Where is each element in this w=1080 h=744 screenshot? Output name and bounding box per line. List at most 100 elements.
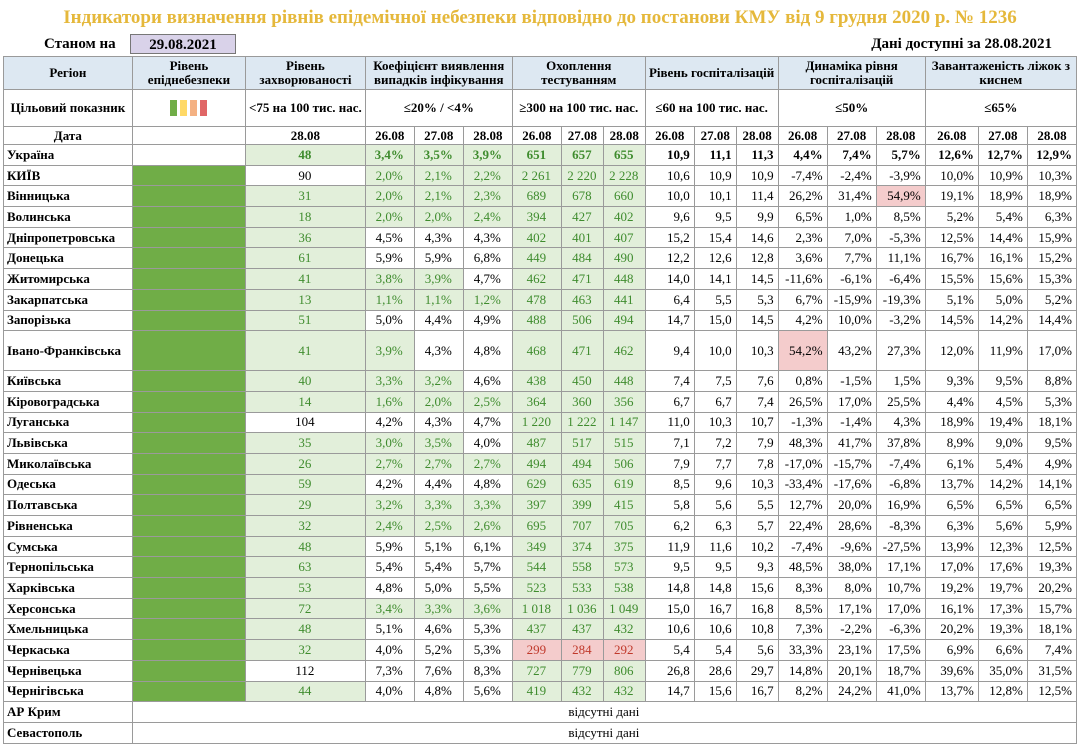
table-cell: 41 [245,268,366,290]
table-cell: 14,8 [644,577,695,599]
table-cell: 4,6% [462,370,513,392]
table-cell: 4,3% [875,411,926,434]
table-cell: 11,9 [644,535,695,558]
table-cell: 12,8% [977,680,1028,703]
level-cell [131,452,247,475]
table-cell: 15,0 [693,309,737,332]
table-cell: 515 [602,432,646,454]
table-cell: -27,5% [875,535,926,558]
table-cell: 5,2% [1026,288,1078,311]
table-cell: 35 [245,432,366,454]
table-cell: 5,4 [644,639,695,661]
level-cell [131,556,247,579]
table-cell: 4,0% [364,680,415,703]
table-cell: 13,9% [924,535,979,558]
table-cell: 25,5% [875,390,926,413]
table-cell: 494 [511,452,562,475]
table-cell: 8,2% [777,680,828,703]
date-cell: 28.08 [1026,126,1078,145]
table-cell: 544 [511,556,562,579]
table-cell: 538 [602,577,646,599]
table-cell: 7,4% [1026,639,1078,661]
table-row: Кіровоградська 14 1,6% 2,0% 2,5% 364 360 356 6,7… [3,390,1078,413]
table-cell: 779 [560,659,604,682]
table-cell: 3,8% [364,268,415,290]
table-cell: 4,0% [462,432,513,454]
table-cell: 18,9% [1026,185,1078,208]
table-cell: Івано-Франківська [3,330,133,372]
table-cell: 10,9 [644,144,695,166]
level-cell [131,330,247,372]
table-cell: 427 [560,206,604,228]
table-cell: 19,2% [924,577,979,599]
table-cell: 0,8% [777,370,828,392]
table-row: Волинська 18 2,0% 2,0% 2,4% 394 427 402 9,6 9,5 9,… [3,206,1078,228]
table-cell: 17,0% [826,390,877,413]
table-cell: Чернігівська [3,680,133,703]
table-cell: 5,5 [735,494,779,516]
table-cell: Вінницька [3,185,133,208]
table-cell: 4,5% [977,390,1028,413]
table-row: Хмельницька 48 5,1% 4,6% 5,3% 437 437 432 10,6 10… [3,618,1078,641]
table-cell: 660 [602,185,646,208]
table-cell: 14,8% [777,659,828,682]
table-cell: 6,3% [1026,206,1078,228]
table-cell: 4,3% [413,226,464,249]
table-cell: 349 [511,535,562,558]
table-cell: 13,7% [924,473,979,496]
table-cell: 7,7% [826,247,877,270]
table-cell: 478 [511,288,562,311]
table-cell: 299 [511,639,562,661]
table-cell: 2,4% [462,206,513,228]
table-cell: 10,9 [693,164,737,187]
table-cell: 450 [560,370,604,392]
table-cell: 533 [560,577,604,599]
table-cell: 4,7% [462,268,513,290]
table-cell: 5,1% [413,535,464,558]
table-row: Вінницька 31 2,0% 2,1% 2,3% 689 678 660 10,0 10,1… [3,185,1078,208]
table-cell: Одеська [3,473,133,496]
table-cell: 15,2% [1026,247,1078,270]
table-cell: 4,2% [364,411,415,434]
table-cell: 432 [602,618,646,641]
table-cell: -8,3% [875,515,926,537]
table-cell: 59 [245,473,366,496]
table-cell: 5,4% [977,452,1028,475]
table-cell: 35,0% [977,659,1028,682]
table-cell: 517 [560,432,604,454]
table-cell: 13 [245,288,366,311]
table-row-missing: Севастополь відсутні дані [3,721,1078,744]
table-cell: 4,8% [413,680,464,703]
table-cell: 26,2% [777,185,828,208]
table-cell: 2 228 [602,164,646,187]
table-cell: 4,0% [364,639,415,661]
table-cell: 707 [560,515,604,537]
table-cell: Херсонська [3,597,133,620]
table-cell: 727 [511,659,562,682]
table-cell: 432 [560,680,604,703]
table-cell: 19,7% [977,577,1028,599]
table-cell: 10,3 [693,411,737,434]
table-cell: -15,9% [826,288,877,311]
level-cell [131,432,247,454]
table-cell: 16,9% [875,494,926,516]
table-row: КИЇВ 90 2,0% 2,1% 2,2% 2 261 2 220 2 228 10,6 10,… [3,164,1078,187]
table-cell: -19,3% [875,288,926,311]
table-cell: 523 [511,577,562,599]
table-cell: 18,9% [924,411,979,434]
table-cell: -6,8% [875,473,926,496]
table-cell: 292 [602,639,646,661]
table-cell: 23,1% [826,639,877,661]
table-cell: 4,8% [364,577,415,599]
table-cell: 12,8 [735,247,779,270]
target-oxygen: ≤65% [924,89,1078,127]
table-cell: 31,4% [826,185,877,208]
table-cell: 14,7 [644,680,695,703]
table-cell: 48,3% [777,432,828,454]
table-cell: 2,5% [462,390,513,413]
table-cell: Хмельницька [3,618,133,641]
target-hosp-dyn: ≤50% [777,89,926,127]
target-testing: ≥300 на 100 тис. нас. [511,89,646,127]
table-cell: 10,7% [875,577,926,599]
level-cell [131,639,247,661]
